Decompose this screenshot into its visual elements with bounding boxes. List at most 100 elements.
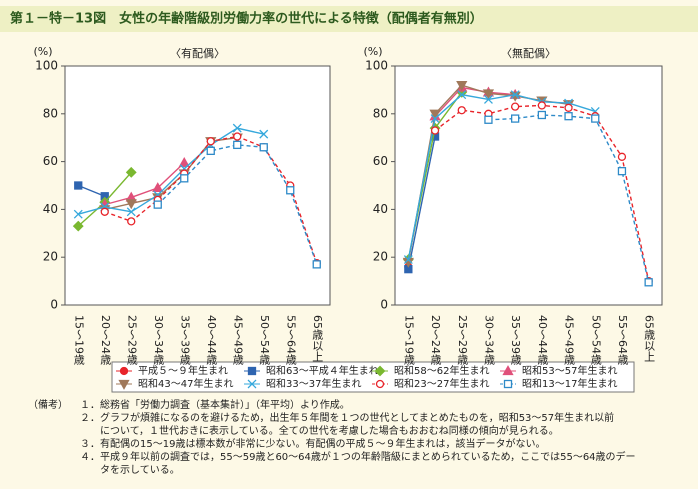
marker — [126, 207, 136, 217]
note-line: ３．有配偶の15～19歳は標本数が非常に少ない。有配偶の平成５～９年生まれは，該… — [80, 437, 545, 450]
marker — [259, 129, 269, 139]
y-tick-label: 60 — [373, 154, 388, 168]
marker — [564, 112, 573, 121]
x-tick-label: 55～64歳 — [616, 315, 629, 365]
notes-label: （備考） — [28, 398, 68, 411]
marker — [537, 110, 546, 120]
x-tick-label: 30～34歳 — [152, 315, 165, 365]
y-tick-label: 80 — [43, 106, 58, 120]
legend-marker — [119, 366, 129, 376]
legend-label: 昭和53～57年生まれ — [522, 364, 617, 377]
marker — [259, 143, 268, 152]
marker — [430, 114, 440, 124]
y-axis-label: (%) — [33, 45, 52, 58]
marker — [511, 102, 520, 111]
y-tick-label: 0 — [380, 298, 388, 312]
marker — [178, 156, 190, 167]
y-tick-label: 60 — [43, 154, 58, 168]
y-tick-label: 100 — [365, 59, 388, 73]
x-tick-label: 55～64歳 — [284, 315, 297, 365]
note-line: について，１世代おきに表示している。全ての世代を考慮した場合もおおむね同様の傾向… — [80, 424, 559, 437]
series-line — [77, 184, 106, 197]
x-tick-label: 65歳以上 — [643, 315, 656, 362]
note-line: タを示している。 — [80, 464, 180, 476]
x-tick-label: 50～54歳 — [258, 315, 271, 365]
plot-area — [64, 65, 331, 306]
x-tick-label: 15～19歳 — [72, 315, 85, 365]
marker — [483, 95, 493, 104]
series-line — [104, 137, 238, 211]
legend-label: 昭和33～37年生まれ — [266, 377, 361, 390]
marker — [482, 89, 495, 100]
legend-marker — [247, 379, 257, 389]
marker — [312, 260, 321, 269]
marker — [232, 123, 242, 133]
marker — [233, 132, 242, 141]
series-line — [78, 127, 264, 215]
x-tick-label: 50～54歳 — [589, 315, 602, 365]
series-line — [104, 162, 185, 206]
x-tick-label: 45～49歳 — [231, 315, 244, 365]
legend-marker — [375, 379, 385, 389]
marker — [125, 166, 137, 178]
legend-marker — [503, 379, 513, 389]
legend-label: 昭和63～平成４年生まれ — [266, 364, 379, 377]
legend-label: 昭和43～47年生まれ — [138, 377, 233, 390]
marker — [286, 186, 295, 195]
legend-label: 昭和23～27年生まれ — [394, 377, 489, 390]
marker — [484, 115, 493, 124]
y-axis-label: (%) — [363, 45, 382, 58]
marker — [591, 114, 600, 123]
marker — [206, 146, 215, 155]
marker — [457, 90, 467, 100]
x-tick-label: 65歳以上 — [311, 315, 324, 362]
marker — [644, 278, 653, 287]
y-tick-label: 20 — [373, 250, 388, 264]
plot-area — [394, 65, 663, 306]
x-tick-label: 30～34歳 — [482, 315, 495, 365]
panel-title: 〈有配偶〉 — [170, 46, 225, 60]
legend-marker — [247, 366, 257, 376]
marker — [127, 217, 136, 226]
marker — [457, 106, 466, 115]
marker — [617, 167, 627, 176]
y-tick-label: 40 — [43, 202, 58, 216]
marker — [100, 207, 109, 216]
series-line — [407, 93, 596, 260]
legend-marker — [374, 365, 386, 377]
x-tick-label: 25～29歳 — [125, 315, 138, 365]
page-title: 第１－特－13図 女性の年齢階級別労働力率の世代による特徴（配偶者有無別） — [10, 11, 483, 27]
legend-label: 平成５～９年生まれ — [138, 364, 228, 377]
marker — [125, 199, 137, 210]
marker — [72, 220, 84, 232]
marker — [206, 137, 215, 146]
x-tick-label: 45～49歳 — [563, 315, 576, 365]
marker — [233, 140, 242, 150]
x-tick-label: 20～24歳 — [99, 315, 112, 365]
legend-label: 昭和13～17年生まれ — [522, 377, 617, 390]
legend-marker — [118, 379, 130, 390]
legend-box — [111, 361, 635, 393]
marker — [564, 103, 573, 112]
series-line — [407, 136, 436, 270]
marker — [403, 255, 413, 265]
marker — [510, 114, 520, 123]
x-tick-label: 40～44歳 — [536, 315, 549, 365]
marker — [153, 200, 162, 209]
marker — [537, 101, 546, 110]
y-tick-label: 40 — [373, 202, 388, 216]
x-tick-label: 40～44歳 — [205, 315, 218, 365]
y-tick-label: 100 — [35, 59, 58, 73]
x-tick-label: 15～19歳 — [402, 315, 415, 365]
marker — [617, 152, 627, 161]
marker — [429, 109, 441, 120]
marker — [74, 181, 83, 190]
marker — [510, 90, 520, 100]
x-tick-label: 25～29歳 — [456, 315, 469, 365]
x-tick-label: 35～39歳 — [178, 315, 191, 365]
title-bar — [0, 6, 698, 32]
marker — [456, 80, 468, 91]
y-tick-label: 20 — [43, 250, 58, 264]
x-tick-label: 35～39歳 — [509, 315, 522, 365]
